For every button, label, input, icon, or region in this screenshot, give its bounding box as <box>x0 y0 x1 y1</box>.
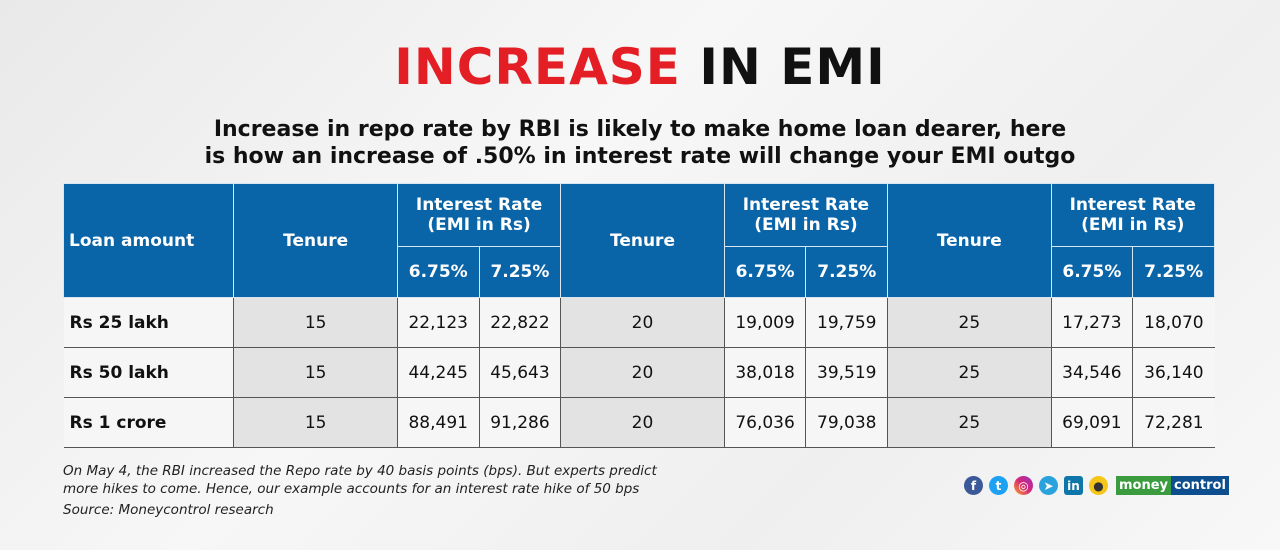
tenure-cell: 20 <box>560 397 725 448</box>
footnote: On May 4, the RBI increased the Repo rat… <box>63 462 657 519</box>
rate-high-header: 7.25% <box>478 246 562 298</box>
emi-cell: 38,018 <box>723 347 807 398</box>
emi-cell: 44,245 <box>396 347 480 398</box>
telegram-icon[interactable]: ➤ <box>1039 476 1058 495</box>
emi-cell: 17,273 <box>1050 297 1134 348</box>
emi-cell: 72,281 <box>1132 397 1215 448</box>
emi-cell: 18,070 <box>1132 297 1215 348</box>
instagram-icon[interactable]: ◎ <box>1014 476 1033 495</box>
tenure-cell: 25 <box>887 297 1052 348</box>
tenure-cell: 15 <box>233 297 398 348</box>
linkedin-icon[interactable]: in <box>1064 476 1083 495</box>
emi-cell: 22,123 <box>396 297 480 348</box>
emi-cell: 45,643 <box>478 347 562 398</box>
page-title: INCREASE IN EMI <box>0 38 1280 96</box>
emi-cell: 76,036 <box>723 397 807 448</box>
table-row: Rs 50 lakh 15 44,245 45,643 20 38,018 39,519 25… <box>63 347 1215 398</box>
emi-cell: 88,491 <box>396 397 480 448</box>
rate-header-line-1: Interest Rate <box>415 195 543 215</box>
tenure-cell: 25 <box>887 397 1052 448</box>
subtitle: Increase in repo rate by RBI is likely t… <box>0 116 1280 170</box>
subtitle-line-2: is how an increase of .50% in interest r… <box>204 144 1076 169</box>
tenure-cell: 25 <box>887 347 1052 398</box>
loan-amount-cell: Rs 25 lakh <box>63 297 235 348</box>
tenure-header: Tenure <box>560 183 725 298</box>
tenure-cell: 20 <box>560 297 725 348</box>
tenure-cell: 20 <box>560 347 725 398</box>
rate-header-line-2: (EMI in Rs) <box>427 215 531 235</box>
emi-cell: 91,286 <box>478 397 562 448</box>
social-bar: f t ◎ ➤ in ● money control <box>964 476 1229 495</box>
rate-low-header: 6.75% <box>1050 246 1134 298</box>
rate-header-line-1: Interest Rate <box>1069 195 1196 215</box>
rate-low-header: 6.75% <box>723 246 807 298</box>
rate-header-line-2: (EMI in Rs) <box>754 215 858 235</box>
subtitle-line-1: Increase in repo rate by RBI is likely t… <box>213 117 1067 142</box>
emi-cell: 39,519 <box>805 347 889 398</box>
table-row: Rs 1 crore 15 88,491 91,286 20 76,036 79,038 25… <box>63 397 1215 448</box>
koo-icon[interactable]: ● <box>1089 476 1108 495</box>
logo-part-1: money <box>1116 476 1172 495</box>
tenure-cell: 15 <box>233 397 398 448</box>
facebook-icon[interactable]: f <box>964 476 983 495</box>
emi-cell: 36,140 <box>1132 347 1215 398</box>
emi-cell: 22,822 <box>478 297 562 348</box>
emi-cell: 69,091 <box>1050 397 1134 448</box>
note-line-1: On May 4, the RBI increased the Repo rat… <box>63 463 657 479</box>
emi-cell: 34,546 <box>1050 347 1134 398</box>
rate-low-header: 6.75% <box>396 246 480 298</box>
tenure-header: Tenure <box>887 183 1052 298</box>
note-line-2: more hikes to come. Hence, our example a… <box>63 481 640 497</box>
emi-cell: 79,038 <box>805 397 889 448</box>
source-note: Source: Moneycontrol research <box>63 502 274 518</box>
emi-cell: 19,009 <box>723 297 807 348</box>
twitter-icon[interactable]: t <box>989 476 1008 495</box>
title-rest: IN EMI <box>680 38 886 96</box>
rate-header: Interest Rate (EMI in Rs) <box>396 183 562 247</box>
title-highlight: INCREASE <box>394 38 681 96</box>
rate-header-line-2: (EMI in Rs) <box>1081 215 1185 235</box>
rate-high-header: 7.25% <box>1132 246 1215 298</box>
moneycontrol-logo: money control <box>1116 476 1229 495</box>
tenure-cell: 15 <box>233 347 398 398</box>
rate-header-line-1: Interest Rate <box>742 195 870 215</box>
tenure-header: Tenure <box>233 183 398 298</box>
rate-high-header: 7.25% <box>805 246 889 298</box>
loan-amount-cell: Rs 1 crore <box>63 397 235 448</box>
table-row: Rs 25 lakh 15 22,123 22,822 20 19,009 19,759 25… <box>63 297 1215 348</box>
rate-header: Interest Rate (EMI in Rs) <box>1050 183 1216 247</box>
rate-header: Interest Rate (EMI in Rs) <box>723 183 889 247</box>
loan-amount-header: Loan amount <box>62 183 235 298</box>
emi-cell: 19,759 <box>805 297 889 348</box>
emi-table: Loan amount Tenure Interest Rate (EMI in … <box>62 183 1216 448</box>
logo-part-2: control <box>1171 476 1229 495</box>
loan-amount-cell: Rs 50 lakh <box>63 347 235 398</box>
